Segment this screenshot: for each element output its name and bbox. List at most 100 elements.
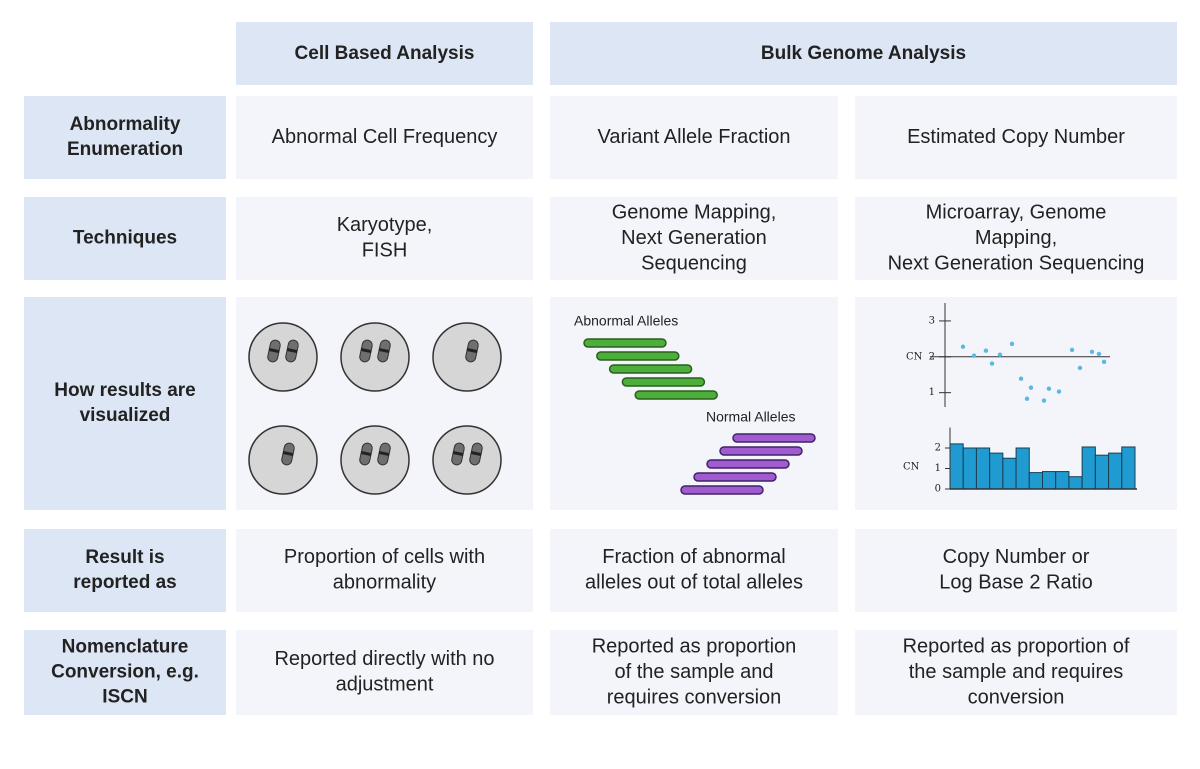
chromatid-band (360, 451, 372, 457)
abnormal-allele (583, 338, 667, 348)
chromatid-band (286, 348, 298, 354)
y-tick-label: 2 (929, 351, 935, 362)
point (1028, 385, 1034, 390)
y-tick-label: 1 (935, 463, 941, 474)
chromatid-band (470, 451, 482, 457)
point (1009, 341, 1015, 347)
row-label-cell (24, 630, 226, 715)
cell-circle (340, 322, 410, 392)
cell-text: conversion (968, 686, 1065, 708)
cell-circle (432, 425, 502, 495)
y-tick-label: 0 (935, 484, 941, 495)
cell (855, 529, 1177, 612)
cell-text: ISCN (102, 687, 147, 708)
cell-text: adjustment (336, 674, 434, 696)
cell-text: Techniques (73, 228, 177, 249)
cell-text: Reported as proportion of (903, 635, 1130, 657)
cell-text: Genome Mapping, (612, 201, 777, 223)
cell (550, 529, 838, 612)
cell-text: Estimated Copy Number (907, 126, 1125, 148)
bar (1055, 471, 1070, 490)
cell-circle (340, 425, 410, 495)
chromatid-band (282, 451, 294, 457)
cell-text: FISH (362, 240, 408, 262)
cell-circle (248, 322, 318, 392)
point (1069, 347, 1075, 353)
y-tick-label: 1 (929, 387, 935, 398)
cell-text: abnormality (333, 572, 436, 594)
y-tick-label: 3 (929, 315, 935, 326)
cell-text: the sample and requires (909, 661, 1124, 683)
cell-text: reported as (73, 572, 176, 593)
cell-text: How results are (54, 380, 196, 401)
point (997, 352, 1003, 357)
header-text: Bulk Genome Analysis (761, 43, 966, 64)
row-label-cell (24, 96, 226, 179)
chromosome (377, 339, 391, 363)
point (989, 361, 995, 366)
chromatid-band (378, 451, 390, 457)
cell-text: Variant Allele Fraction (597, 126, 790, 148)
normal-allele (732, 433, 816, 443)
cell (236, 630, 533, 715)
chromosome (285, 339, 299, 363)
row-label-cell (24, 297, 226, 510)
row-label-cell (24, 197, 226, 280)
bar (1094, 454, 1110, 490)
cell-text: Proportion of cells with (284, 546, 485, 568)
cell-text: of the sample and (615, 661, 774, 683)
bar (1015, 447, 1030, 490)
chromosome (469, 442, 483, 466)
cell-text: Sequencing (641, 252, 747, 274)
cell (855, 630, 1177, 715)
chromatid-band (466, 348, 478, 354)
cell-text: visualized (80, 405, 171, 426)
cell-text: Next Generation Sequencing (888, 252, 1145, 274)
chromosome (377, 442, 391, 466)
cell-text: Copy Number or (943, 546, 1090, 568)
allele-label: Abnormal Alleles (574, 313, 678, 329)
cell-text: Fraction of abnormal (602, 546, 785, 568)
chromatid-band (268, 348, 280, 354)
cell-text: alleles out of total alleles (585, 572, 803, 594)
chromatid-band (452, 451, 464, 457)
bar (989, 452, 1004, 490)
cell-text: Abnormal Cell Frequency (272, 126, 498, 148)
point (960, 344, 966, 349)
cell (855, 96, 1177, 179)
bar (1042, 471, 1057, 490)
point (1101, 359, 1107, 365)
y-tick-label: 2 (935, 443, 941, 454)
cell (550, 630, 838, 715)
bar (1121, 446, 1136, 490)
cell-text: Conversion, e.g. (51, 662, 199, 683)
chromosome (359, 442, 373, 466)
cell (236, 197, 533, 280)
bar (1081, 446, 1096, 490)
bar (962, 447, 977, 490)
bar (949, 443, 964, 490)
normal-allele (706, 459, 790, 469)
header-text: Cell Based Analysis (295, 43, 475, 64)
header-cell (550, 22, 1177, 85)
chromosome (281, 442, 295, 466)
normal-allele (680, 485, 764, 495)
cell (550, 96, 838, 179)
cell-text: Reported as proportion (592, 635, 797, 657)
cell-text: Mapping, (975, 227, 1057, 249)
cell-text: Karyotype, (337, 214, 433, 236)
point (1089, 349, 1095, 354)
cell-text: Nomenclature (62, 637, 189, 658)
abnormal-allele (596, 351, 680, 361)
normal-allele (693, 472, 777, 482)
chromosome (267, 339, 281, 363)
point (1056, 389, 1062, 394)
allele-label: Normal Alleles (706, 409, 795, 425)
normal-allele (719, 446, 803, 456)
cell-text: Next Generation (621, 227, 767, 249)
chromatid-band (360, 348, 372, 354)
point (1077, 365, 1083, 371)
cell-text: Enumeration (67, 139, 183, 160)
point (1018, 376, 1024, 381)
